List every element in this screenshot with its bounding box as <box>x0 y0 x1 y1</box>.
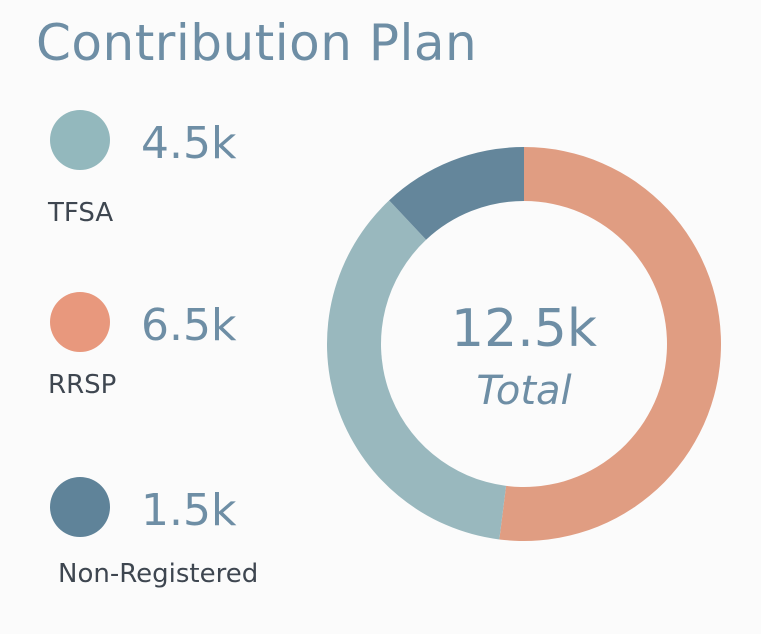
donut-slice-tfsa <box>326 200 507 540</box>
non-registered-value: 1.5k <box>141 485 237 536</box>
donut-slice-non-registered <box>389 147 524 240</box>
non-registered-label: Non-Registered <box>58 559 259 589</box>
rrsp-color-dot <box>50 292 110 352</box>
rrsp-value: 6.5k <box>141 300 237 351</box>
tfsa-label: TFSA <box>48 198 114 228</box>
chart-title: Contribution Plan <box>36 14 478 72</box>
rrsp-label: RRSP <box>48 370 117 400</box>
total-value: 12.5k <box>451 299 597 359</box>
tfsa-color-dot <box>50 110 110 170</box>
non-registered-color-dot <box>50 477 110 537</box>
tfsa-value: 4.5k <box>141 118 237 169</box>
donut-slice-rrsp <box>499 147 722 542</box>
total-caption: Total <box>476 368 571 414</box>
